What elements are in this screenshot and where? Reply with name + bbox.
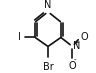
Text: O: O xyxy=(81,32,88,42)
Text: O: O xyxy=(69,61,76,71)
Text: I: I xyxy=(17,32,20,42)
Text: N: N xyxy=(44,1,52,11)
Text: Br: Br xyxy=(43,62,53,72)
Text: +: + xyxy=(73,40,79,46)
Text: N: N xyxy=(73,41,80,51)
Text: -: - xyxy=(74,56,76,62)
